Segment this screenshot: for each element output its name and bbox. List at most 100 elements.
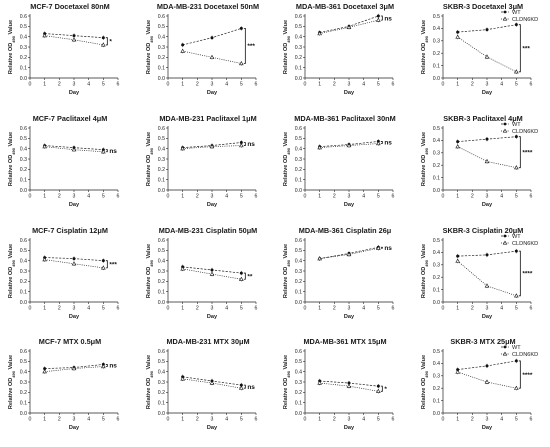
y-tick-label: 0.0 [157,188,164,194]
x-tick-label: 6 [254,417,257,423]
x-tick-label: 1 [181,417,184,423]
y-tick-label: 0.0 [432,188,439,194]
x-tick-label: 1 [43,82,46,88]
data-point-cldn6kd [317,144,322,149]
x-tick-label: 3 [73,82,76,88]
x-axis-label: Day [69,425,80,431]
x-tick-label: 0 [166,417,169,423]
y-axis-label-prefix: Relative OD [283,43,289,74]
significance-label: * [109,39,112,46]
significance-label: ns [384,15,392,22]
significance-label: * [384,386,387,393]
y-tick-label: 0.1 [157,65,164,71]
y-axis-label-subscript: 490 [286,259,291,266]
y-tick-label: 0.0 [432,76,439,82]
legend-label: WT [512,10,521,16]
legend-marker-wt [503,345,506,349]
y-tick-label: 0.5 [20,24,27,30]
x-tick-label: 6 [254,193,257,199]
data-point-cldn6kd [238,276,244,281]
significance-label: *** [109,261,117,268]
chart-svg: MCF-7 Docetaxel 80nM 0 1 2 3 4 5 6 0.0 0.1 0.2 0.3 0… [8,2,120,96]
data-point-cldn6kd [454,143,460,148]
y-tick-label: 0.6 [20,14,27,20]
y-tick-label: 0.4 [20,34,27,40]
data-point-cldn6kd [42,143,47,148]
data-point-cldn6kd [42,369,47,374]
y-tick-label: 0.1 [432,175,439,181]
chart-title: MDA-MB-231 MTX 30μM [166,337,249,346]
legend-marker-cldn6kd [502,240,507,244]
x-tick-label: 6 [529,193,532,199]
data-point-cldn6kd [209,380,214,385]
x-tick-label: 1 [181,305,184,311]
y-axis-label: Relative OD490 Value [283,20,291,74]
y-axis-label-suffix: Value [8,355,14,371]
x-tick-label: 2 [470,193,473,199]
y-tick-label: 0.1 [295,289,302,295]
y-axis-label-subscript: 490 [148,147,153,154]
data-point-cldn6kd [317,31,322,36]
data-point-wt [101,258,105,262]
y-tick-label: 0.1 [20,65,27,71]
chart-panel: MDA-MB-231 MTX 30μM 0 1 2 3 4 5 6 0.0 0.1 0.2 0.3 0.… [138,335,276,447]
x-tick-label: 5 [239,417,242,423]
x-axis-label: Day [69,314,80,320]
y-tick-label: 0.2 [295,390,302,396]
x-tick-label: 6 [392,305,395,311]
y-axis-label-suffix: Value [421,243,427,259]
data-point-cldn6kd [346,383,352,388]
y-tick-label: 0.1 [20,401,27,407]
x-tick-label: 2 [58,417,61,423]
chart-title: MCF-7 Paclitaxel 4μM [33,114,108,123]
chart-title: SKBR-3 Docetaxel 3μM [442,2,522,11]
data-point-cldn6kd [209,143,214,148]
x-tick-label: 4 [225,193,228,199]
x-axis-label: Day [69,202,80,208]
significance-bracket [380,140,383,144]
y-axis-label-prefix: Relative OD [421,43,427,74]
y-tick-label: 0.3 [20,45,27,51]
x-tick-label: 5 [377,305,380,311]
x-tick-label: 6 [117,193,120,199]
y-axis-label: Relative OD490 Value [8,355,16,409]
x-tick-label: 1 [43,193,46,199]
chart-svg: MDA-MB-361 Paclitaxel 30nM 0 1 2 3 4 5 6 0.0 0.1 0… [283,114,396,208]
x-tick-label: 1 [318,193,321,199]
y-tick-label: 0.3 [295,380,302,386]
y-tick-label: 0.5 [157,359,164,365]
x-tick-label: 2 [333,417,336,423]
significance-bracket [105,364,108,368]
y-axis-label-suffix: Value [283,243,289,259]
y-tick-label: 0.2 [432,163,439,169]
x-tick-label: 0 [304,193,307,199]
x-tick-label: 5 [102,305,105,311]
data-point-cldn6kd [454,369,460,374]
data-point-wt [376,14,380,18]
y-axis-label-prefix: Relative OD [146,43,152,74]
chart-panel: MDA-MB-231 Docetaxel 50nM 0 1 2 3 4 5 6 0.0 0.1 0.… [138,0,276,112]
chart-panel: MDA-MB-231 Cisplatin 50μM 0 1 2 3 4 5 6 0.0 0.1 0.… [138,224,276,336]
data-point-cldn6kd [179,48,185,53]
chart-title: MDA-MB-361 Cisplatin 26μ [299,226,391,235]
legend-marker-cldn6kd [502,128,507,133]
x-tick-label: 2 [195,417,198,423]
chart-panel: MCF-7 Cisplatin 12μM 0 1 2 3 4 5 6 0.0 0.1 0.2 0.3 0… [0,224,138,336]
chart-panel: SKBR-3 Cisplatin 20μM 0 1 2 3 4 5 6 0.0 0.1 0.2 0.3… [413,224,550,336]
y-tick-label: 0.5 [157,248,164,254]
y-tick-label: 0.5 [432,349,439,355]
legend-label: CLDN6KD [512,129,538,135]
x-axis-label: Day [344,425,355,431]
x-tick-label: 4 [362,193,365,199]
y-tick-label: 0.2 [295,55,302,61]
x-tick-label: 0 [304,305,307,311]
y-tick-label: 0.0 [295,411,302,417]
x-axis-label: Day [481,314,492,320]
data-point-wt [485,28,488,32]
x-tick-label: 1 [181,193,184,199]
x-tick-label: 1 [43,417,46,423]
y-axis-label-subscript: 490 [286,371,291,378]
y-tick-label: 0.3 [20,157,27,163]
y-axis-label-suffix: Value [146,20,152,36]
